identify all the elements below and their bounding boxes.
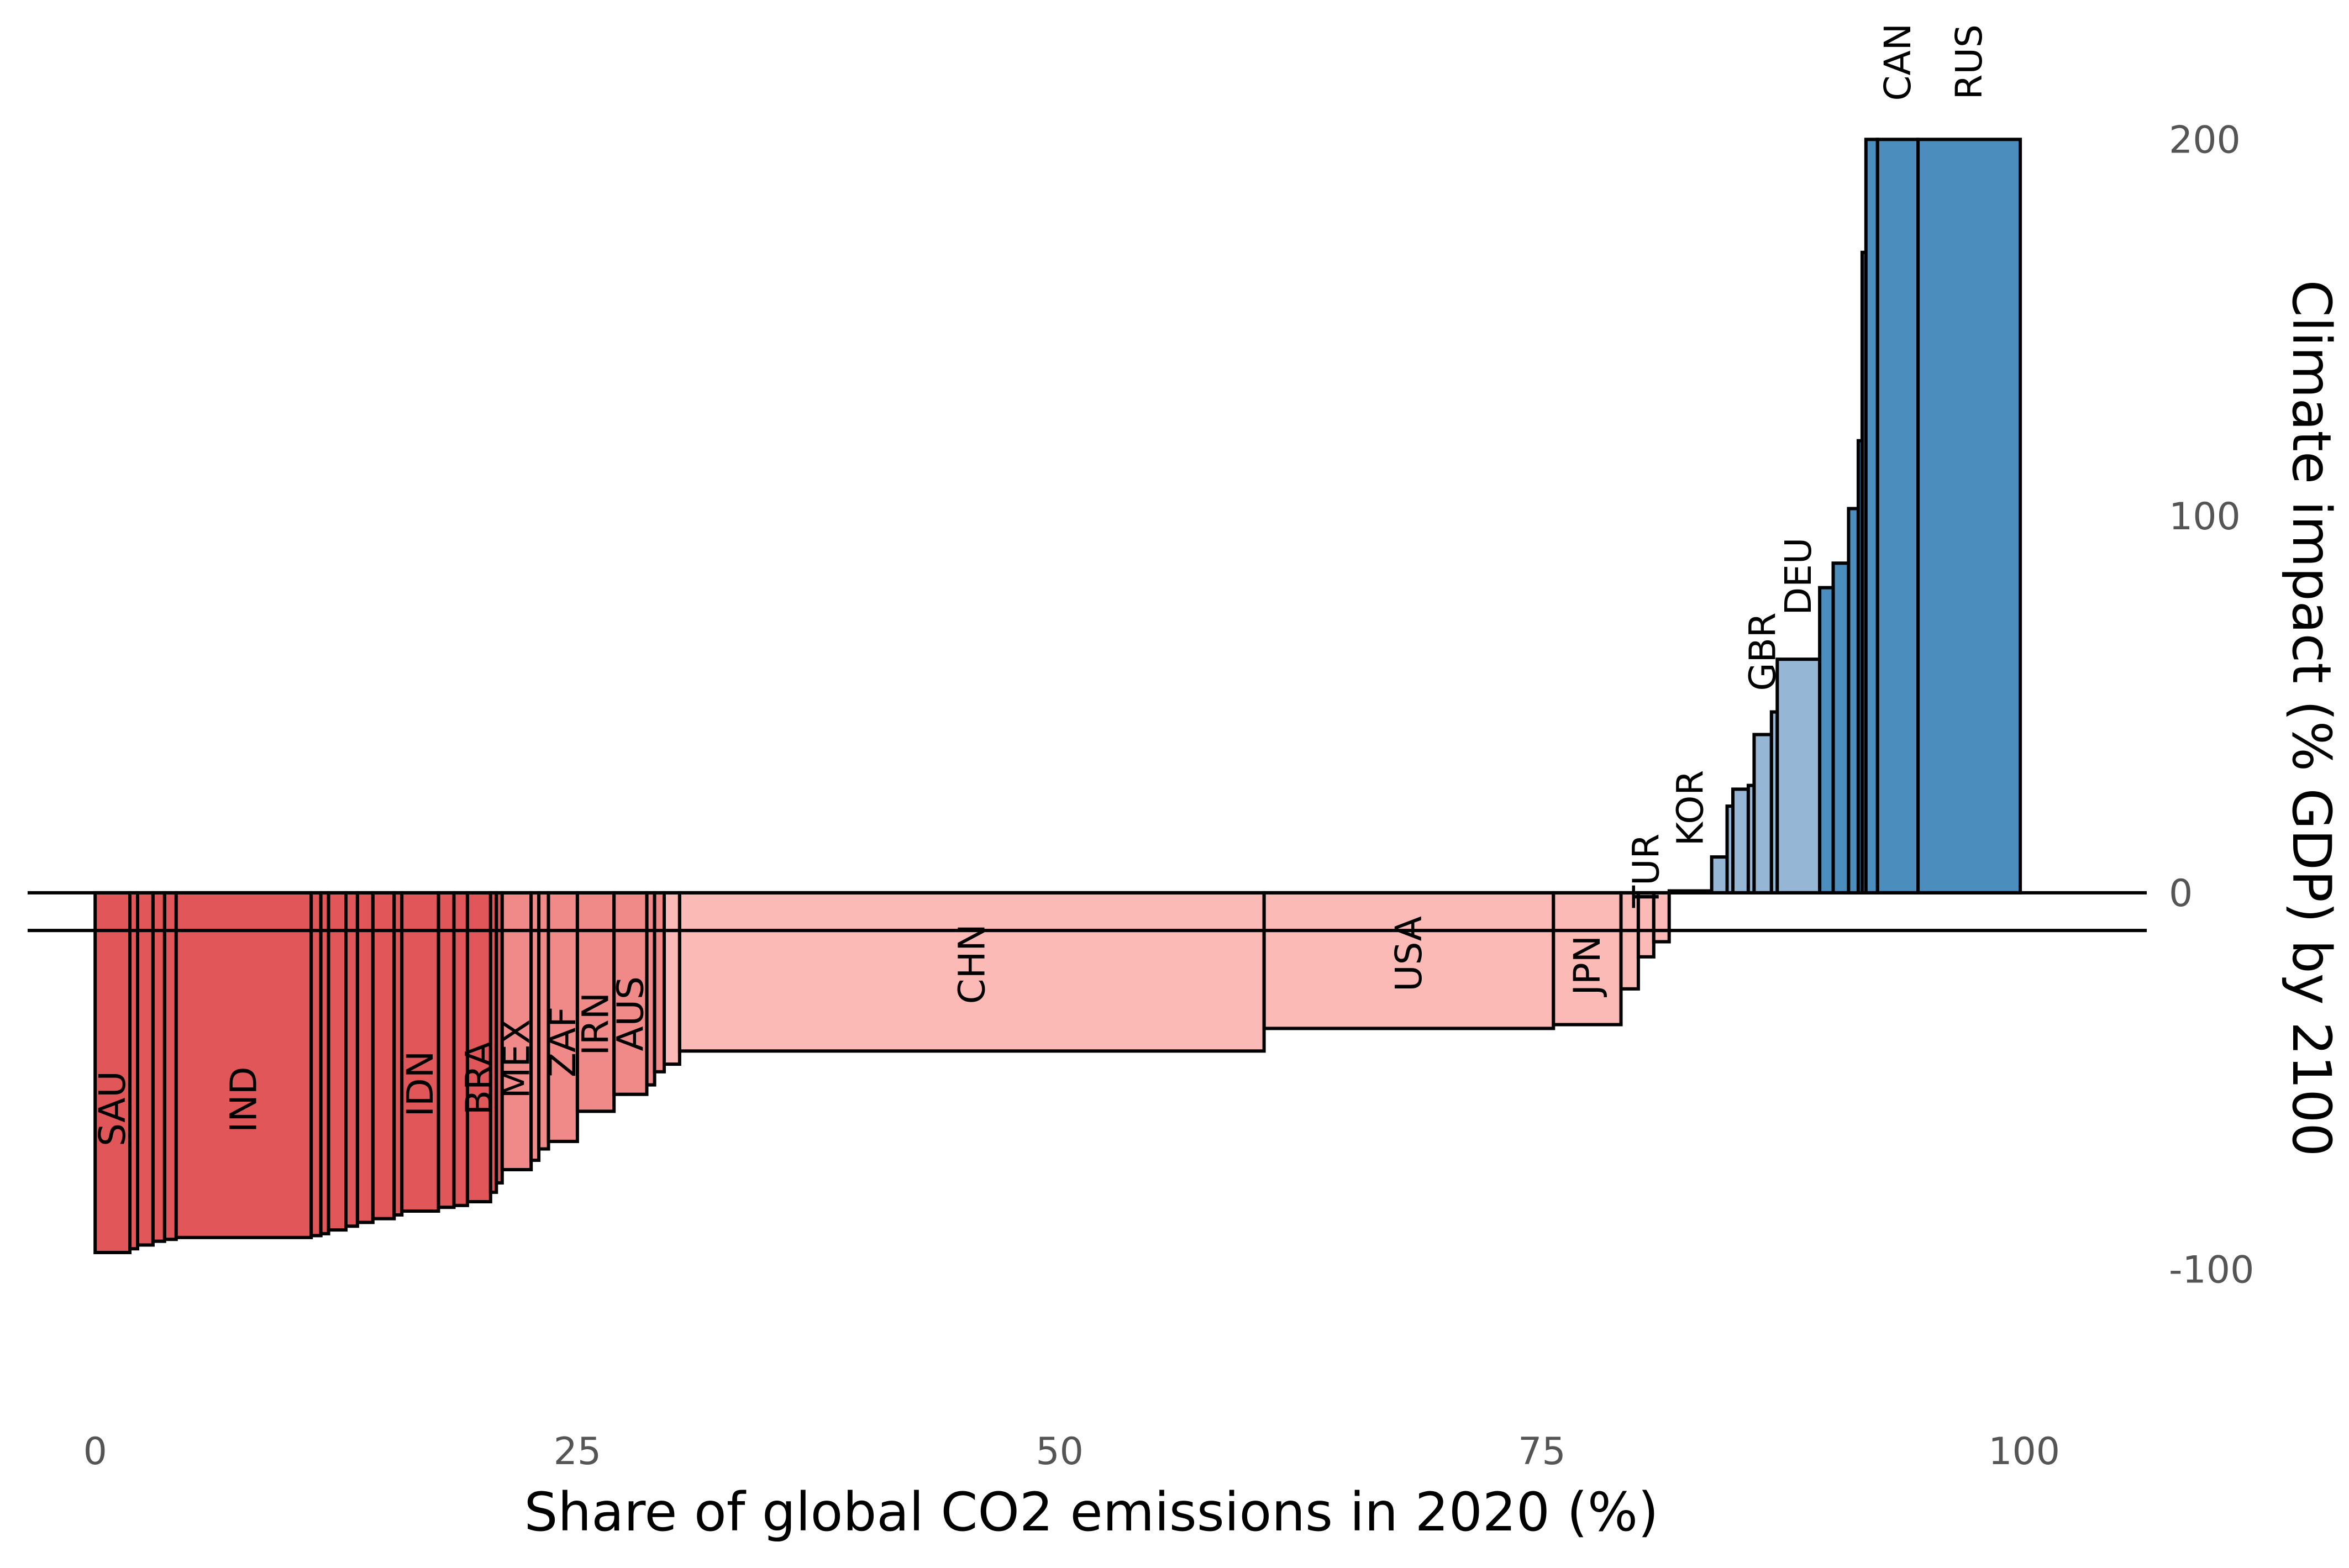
bar-label-irn: IRN (575, 992, 617, 1056)
y-tick-label: -100 (2169, 1249, 2254, 1292)
bar-37 (1731, 787, 1750, 895)
bar-label-ind: IND (223, 1066, 265, 1133)
x-tick-label: 50 (1036, 1430, 1084, 1474)
bar-can (1875, 138, 1920, 895)
x-tick-label: 100 (1988, 1430, 2060, 1474)
bar-14 (437, 891, 456, 1209)
bar-gbr (1752, 733, 1773, 895)
x-axis-ticks: 0 25 50 75 100 (83, 1430, 2060, 1474)
bar-rus (1916, 138, 2022, 895)
y-tick-label: 0 (2169, 872, 2193, 915)
bar-8 (327, 891, 348, 1232)
bar-label-gbr: GBR (1742, 612, 1784, 691)
y-tick-label: 200 (2169, 118, 2241, 162)
bar-35 (1710, 855, 1729, 895)
bar-9 (344, 891, 359, 1228)
bar-label-kor: KOR (1669, 770, 1712, 846)
bar-2 (136, 891, 155, 1247)
x-axis-title: Share of global CO2 emissions in 2020 (%… (524, 1481, 1658, 1543)
bars-layer (93, 138, 2022, 1254)
y-axis-title: Climate impact (% GDP) by 2100 (2280, 280, 2342, 1157)
x-tick-label: 75 (1518, 1430, 1566, 1474)
bar-43 (1831, 561, 1851, 895)
bar-ind (174, 891, 313, 1239)
bar-label-sau: SAU (91, 1071, 134, 1146)
y-axis-ticks: -100 0 100 200 (2169, 118, 2254, 1292)
x-tick-label: 0 (83, 1430, 107, 1474)
bar-10 (355, 891, 375, 1224)
bar-label-chn: CHN (950, 924, 993, 1004)
reference-lines (28, 891, 2147, 933)
y-tick-label: 100 (2169, 495, 2241, 539)
bar-chn (677, 891, 1266, 1053)
bar-label-jpn: JPN (1566, 935, 1609, 998)
bar-11 (371, 891, 396, 1220)
bar-4 (162, 891, 178, 1241)
bar-label-can: CAN (1877, 23, 1919, 101)
bar-label-tur: TUR (1625, 834, 1667, 908)
bar-label-aus: AUS (609, 976, 651, 1051)
bar-sau (93, 891, 132, 1254)
bar-label-deu: DEU (1777, 538, 1820, 615)
x-tick-label: 25 (554, 1430, 602, 1474)
bar-deu (1775, 657, 1822, 895)
bar-47 (1864, 138, 1879, 895)
bar-3 (151, 891, 166, 1243)
bar-label-usa: USA (1388, 916, 1430, 992)
bar-42 (1818, 586, 1835, 895)
bar-27 (663, 891, 681, 1066)
bar-label-bra: BRA (458, 1041, 500, 1116)
bar-label-zaf: ZAF (542, 1007, 584, 1077)
bar-label-mex: MEX (495, 1019, 538, 1099)
bar-label-rus: RUS (1948, 24, 1990, 99)
bar-label-idn: IDN (399, 1051, 442, 1117)
